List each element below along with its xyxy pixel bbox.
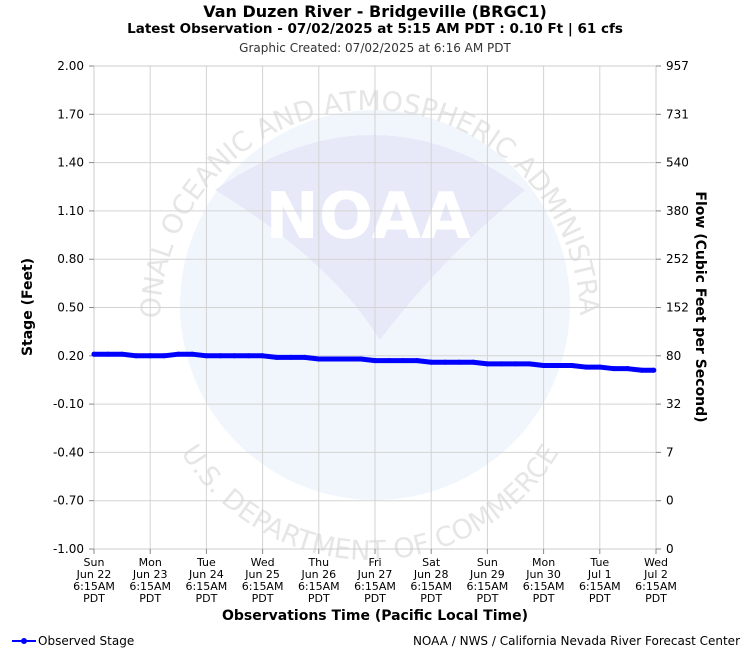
- data-point: [386, 358, 392, 364]
- data-point: [133, 353, 139, 359]
- y2-tick-label: 252: [666, 252, 689, 266]
- x-tick-label: Tue Jun 24 6:15AM PDT: [186, 556, 228, 605]
- y2-tick-label: 32: [666, 397, 681, 411]
- data-point: [555, 362, 561, 368]
- x-axis-title: Observations Time (Pacific Local Time): [222, 608, 528, 624]
- data-point: [541, 362, 547, 368]
- y-tick-label: -0.70: [53, 494, 84, 508]
- y-tick-label: 2.00: [57, 59, 84, 73]
- graphic-created: Graphic Created: 07/02/2025 at 6:16 AM P…: [239, 41, 511, 55]
- data-point: [232, 353, 237, 359]
- y2-axis-title: Flow (Cubic Feet per Second): [692, 191, 708, 422]
- y-tick-label: 1.70: [57, 107, 84, 121]
- data-point: [147, 353, 153, 359]
- chart-title: Van Duzen River - Bridgeville (BRGC1): [203, 2, 547, 21]
- y2-tick-label: 0: [666, 494, 674, 508]
- watermark-gull: [215, 135, 525, 340]
- x-tick-label: Wed Jul 2 6:15AM PDT: [635, 556, 677, 605]
- data-point: [119, 351, 125, 357]
- series-observed-stage: [91, 351, 657, 373]
- y-tick-label: 0.50: [57, 301, 84, 315]
- y-tick-label: 0.80: [57, 252, 84, 266]
- data-point: [105, 351, 111, 357]
- plot-grid: [93, 65, 657, 550]
- data-point: [302, 354, 308, 360]
- data-point: [498, 361, 504, 367]
- y2-tick-label: 380: [666, 204, 689, 218]
- y2-tick-label: 731: [666, 107, 689, 121]
- legend: Observed Stage: [12, 634, 134, 648]
- data-point: [583, 364, 589, 370]
- x-tick-label: Mon Jun 30 6:15AM PDT: [523, 556, 565, 605]
- x-tick-label: Wed Jun 25 6:15AM PDT: [242, 556, 284, 605]
- data-point: [456, 359, 462, 365]
- data-point: [189, 351, 195, 357]
- y2-tick-label: 7: [666, 445, 674, 459]
- data-point: [484, 361, 490, 367]
- x-tick-label: Thu Jun 26 6:15AM PDT: [298, 556, 340, 605]
- y-tick-label: 1.10: [57, 204, 84, 218]
- data-point: [611, 366, 617, 372]
- watermark-logo-text: NOAA: [265, 180, 471, 254]
- y2-tick-label: 540: [666, 156, 689, 170]
- legend-swatch: [12, 638, 36, 644]
- data-point: [344, 356, 350, 362]
- x-tick-label: Tue Jul 1 6:15AM PDT: [579, 556, 621, 605]
- x-axis: Sun Jun 22 6:15AM PDT Mon Jun 23 6:15AM PDT Tue J…: [73, 549, 677, 605]
- x-tick-label: Mon Jun 23 6:15AM PDT: [129, 556, 171, 605]
- data-point: [569, 362, 575, 368]
- data-point: [358, 356, 364, 362]
- data-point: [527, 361, 533, 367]
- data-point: [330, 356, 336, 362]
- x-tick-label: Sat Jun 28 6:15AM PDT: [410, 556, 452, 605]
- data-point: [442, 359, 448, 365]
- data-point: [217, 353, 223, 359]
- data-point: [625, 366, 631, 372]
- data-point: [651, 367, 657, 373]
- data-point: [288, 354, 294, 360]
- data-point: [246, 353, 252, 359]
- data-point: [639, 367, 645, 373]
- y-tick-label: 0.20: [57, 349, 84, 363]
- data-point: [161, 353, 167, 359]
- data-point: [400, 358, 406, 364]
- noaa-watermark: NOAA NATIONAL OCEANIC AND ATMOSPHERIC AD…: [0, 0, 604, 567]
- y-tick-label: -1.00: [53, 542, 84, 556]
- data-point: [470, 359, 476, 365]
- x-tick-label: Sun Jun 29 6:15AM PDT: [467, 556, 509, 605]
- latest-observation: Latest Observation - 07/02/2025 at 5:15 …: [127, 21, 623, 37]
- y-axis-title: Stage (Feet): [20, 258, 36, 356]
- data-point: [372, 358, 378, 364]
- y2-tick-label: 152: [666, 301, 689, 315]
- y2-tick-label: 957: [666, 59, 689, 73]
- y-tick-label: 1.40: [57, 156, 84, 170]
- data-point: [597, 364, 603, 370]
- data-point: [513, 361, 518, 367]
- y-axis-right: 957 731 540 380 252 152 80 32 7 0 0: [656, 59, 689, 556]
- y-tick-label: -0.10: [53, 397, 84, 411]
- data-point: [203, 353, 209, 359]
- y2-tick-label: 80: [666, 349, 681, 363]
- x-tick-label: Fri Jun 27 6:15AM PDT: [354, 556, 396, 605]
- y2-tick-label: 0: [666, 542, 674, 556]
- data-point: [274, 354, 280, 360]
- credit-text: NOAA / NWS / California Nevada River For…: [412, 634, 740, 648]
- y-tick-label: -0.40: [53, 445, 84, 459]
- x-tick-label: Sun Jun 22 6:15AM PDT: [73, 556, 115, 605]
- data-point: [260, 353, 266, 359]
- data-point: [414, 358, 420, 364]
- data-point: [428, 359, 434, 365]
- data-point: [175, 351, 181, 357]
- y-axis-left: 2.00 1.70 1.40 1.10 0.80 0.50 0.20 -0.10 -0.40 -0…: [53, 59, 94, 556]
- data-point: [316, 356, 322, 362]
- legend-label: Observed Stage: [38, 634, 135, 648]
- data-point: [91, 351, 97, 357]
